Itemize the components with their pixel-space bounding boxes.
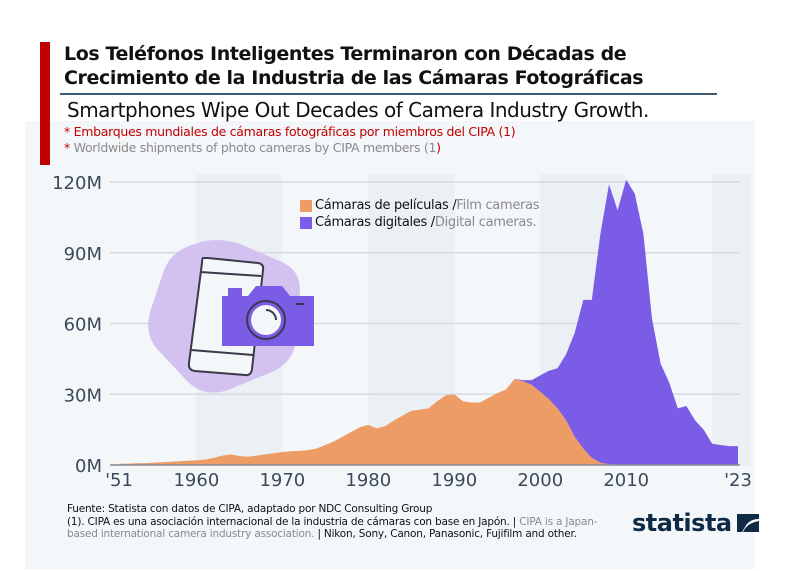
- y-tick-label: 90M: [64, 244, 102, 265]
- logo-text: statista: [632, 509, 732, 537]
- title-line-2: Crecimiento de la Industria de las Cámar…: [64, 67, 644, 89]
- legend-item-digital: Cámaras digitales / Digital cameras.: [300, 214, 539, 231]
- smartphone-camera-icon: [148, 240, 314, 393]
- legend-item-film: Cámaras de películas / Film cameras: [300, 197, 540, 214]
- camera-icon: [222, 286, 314, 346]
- legend-label-digital-en: Digital cameras.: [434, 215, 537, 230]
- y-tick-label: 30M: [64, 385, 102, 406]
- legend: Cámaras de películas / Film cameras Cáma…: [300, 197, 540, 231]
- series-areas: [119, 179, 738, 465]
- note-english: * Worldwide shipments of photo cameras b…: [64, 140, 441, 155]
- x-tick-label: '51: [105, 470, 133, 491]
- chart-subtitle: Smartphones Wipe Out Decades of Camera I…: [67, 98, 649, 122]
- accent-bar: [40, 42, 50, 165]
- x-tick-label: 2010: [603, 470, 649, 491]
- title-line-1: Los Teléfonos Inteligentes Terminaron co…: [64, 43, 627, 65]
- legend-swatch-film: [300, 199, 312, 212]
- x-tick-label: 1960: [173, 470, 219, 491]
- x-tick-label: 1980: [345, 470, 391, 491]
- x-tick-label: 2000: [517, 470, 563, 491]
- x-tick-label: 1970: [259, 470, 305, 491]
- axes: 0M 30M 60M 90M 120M '51 1960 1970 1980 1990 2000 20…: [52, 173, 752, 491]
- legend-label-digital-es: Cámaras digitales /: [315, 215, 435, 230]
- chart-title: Los Teléfonos Inteligentes Terminaron co…: [64, 42, 644, 90]
- footer-notes: Fuente: Statista con datos de CIPA, adap…: [67, 503, 607, 541]
- note-english-close: ): [436, 140, 441, 155]
- legend-label-film-es: Cámaras de películas /: [315, 198, 457, 213]
- cipa-note-en: CIPA is a Japan-based international came…: [67, 515, 598, 541]
- note-spanish: * Embarques mundiales de cámaras fotográ…: [64, 124, 516, 139]
- y-tick-label: 0M: [75, 456, 102, 477]
- statista-logo: statista: [632, 509, 759, 537]
- cipa-note: (1). CIPA es una asociación internaciona…: [67, 516, 607, 541]
- y-tick-label: 60M: [64, 315, 102, 336]
- note-asterisk: *: [64, 140, 70, 155]
- title-divider: [60, 93, 717, 95]
- area-film-cameras: [119, 378, 738, 465]
- legend-label-film-en: Film cameras: [456, 198, 540, 213]
- y-tick-label: 120M: [52, 173, 102, 194]
- area-digital-cameras: [514, 179, 738, 465]
- cipa-note-es: (1). CIPA es una asociación internaciona…: [67, 515, 517, 528]
- statista-mark-icon: [736, 514, 759, 532]
- note-english-text: Worldwide shipments of photo cameras by …: [69, 140, 437, 155]
- legend-swatch-digital: [300, 216, 312, 229]
- decade-band: [712, 174, 751, 465]
- members-note: | Nikon, Sony, Canon, Panasonic, Fujifil…: [314, 528, 577, 540]
- x-tick-label: '23: [724, 470, 752, 491]
- source-note: Fuente: Statista con datos de CIPA, adap…: [67, 503, 433, 515]
- x-tick-label: 1990: [431, 470, 477, 491]
